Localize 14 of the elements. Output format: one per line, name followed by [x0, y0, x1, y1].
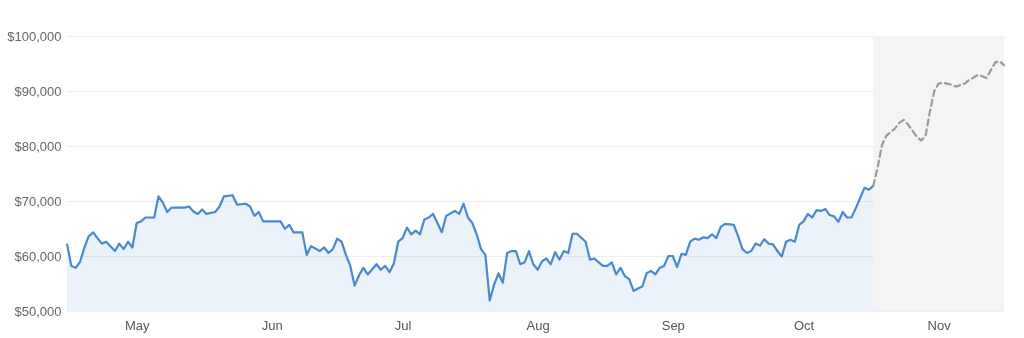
x-tick-label: Jun [261, 317, 283, 333]
x-tick-label: Sep [661, 317, 685, 333]
x-tick-label: Aug [526, 317, 550, 333]
y-tick-label: $60,000 [14, 248, 62, 264]
y-tick-label: $50,000 [14, 303, 62, 319]
y-tick-label: $90,000 [14, 83, 62, 99]
line-series [872, 60, 1006, 187]
y-tick-label: $80,000 [14, 138, 62, 154]
y-tick-label: $100,000 [7, 28, 62, 44]
x-tick-label: Jul [394, 317, 412, 333]
x-tick-label: Nov [927, 317, 952, 333]
x-tick-label: Oct [793, 317, 815, 333]
x-tick-label: May [124, 317, 151, 333]
y-tick-label: $70,000 [14, 193, 62, 209]
